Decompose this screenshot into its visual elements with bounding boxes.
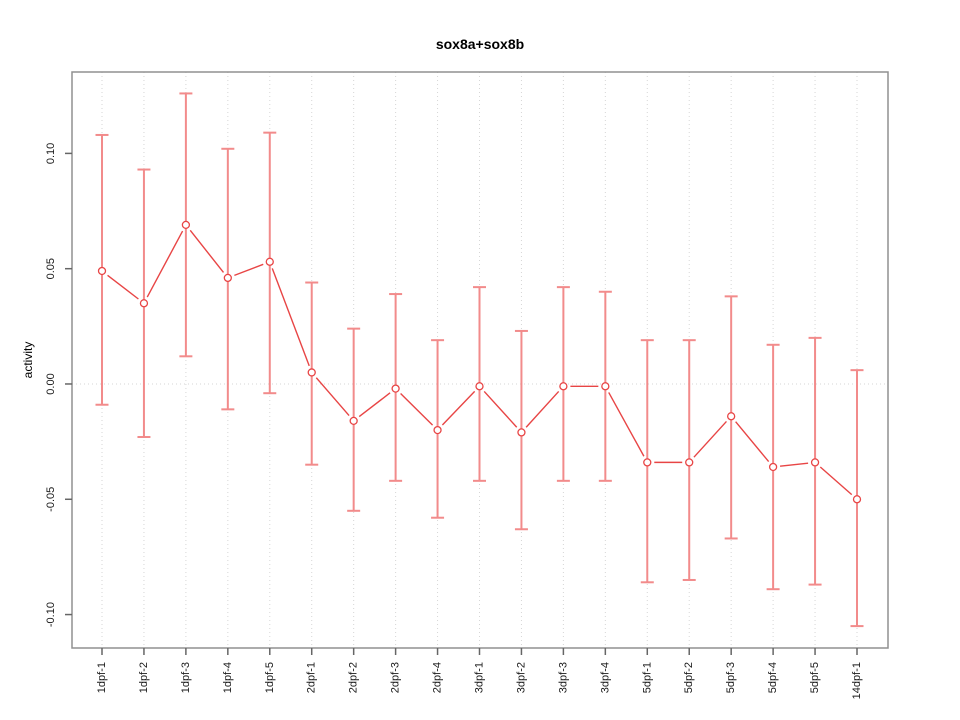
line-segment bbox=[735, 421, 770, 463]
y-axis: -0.10 -0.05 0.00 0.05 0.10 bbox=[45, 143, 72, 627]
y-tick-label: -0.10 bbox=[45, 602, 57, 627]
x-tick-label: 1dpf-4 bbox=[222, 662, 234, 693]
line-segment bbox=[271, 268, 310, 367]
data-point-marker bbox=[727, 412, 736, 421]
x-axis: 1dpf-1 1dpf-2 1dpf-3 1dpf-4 1dpf-5 2dpf-1 2dpf… bbox=[96, 648, 863, 699]
data-point-marker bbox=[517, 428, 526, 437]
y-tick-label: 0.05 bbox=[45, 258, 57, 279]
data-point-marker bbox=[139, 299, 149, 308]
data-point-marker bbox=[433, 425, 442, 435]
data-point-marker bbox=[475, 382, 484, 391]
line-segment bbox=[779, 462, 809, 467]
x-tick-label: 1dpf-5 bbox=[264, 662, 276, 693]
line-segment bbox=[315, 377, 350, 417]
line-segment bbox=[525, 390, 560, 428]
line-segment bbox=[189, 229, 225, 273]
y-tick-label: 0.10 bbox=[45, 143, 57, 164]
data-points bbox=[97, 220, 862, 504]
line-segment bbox=[358, 392, 391, 418]
x-tick-label: 5dpf-2 bbox=[683, 662, 695, 693]
x-tick-label: 3dpf-1 bbox=[474, 662, 486, 693]
data-point-marker bbox=[391, 384, 400, 393]
data-point-marker bbox=[181, 220, 191, 230]
line-segment bbox=[819, 466, 853, 496]
x-tick-label: 1dpf-2 bbox=[138, 662, 150, 693]
data-point-marker bbox=[349, 416, 358, 426]
data-point-marker bbox=[97, 266, 107, 276]
line-segment bbox=[146, 230, 184, 298]
line-segment bbox=[483, 390, 518, 428]
x-tick-label: 5dpf-5 bbox=[809, 662, 821, 693]
line-segment bbox=[400, 393, 434, 426]
error-bars bbox=[95, 92, 864, 628]
data-point-marker bbox=[601, 382, 610, 391]
data-point-marker bbox=[223, 273, 232, 283]
x-tick-label: 3dpf-4 bbox=[599, 662, 611, 693]
y-tick-label: -0.05 bbox=[45, 487, 57, 512]
x-tick-label: 2dpf-3 bbox=[390, 662, 402, 693]
x-tick-label: 2dpf-2 bbox=[348, 662, 360, 693]
series-line bbox=[107, 229, 853, 496]
x-tick-label: 5dpf-1 bbox=[641, 662, 653, 693]
data-point-marker bbox=[768, 462, 778, 472]
line-segment bbox=[107, 274, 139, 300]
chart-title: sox8a+sox8b bbox=[435, 36, 525, 52]
line-segment bbox=[441, 390, 476, 426]
data-point-marker bbox=[852, 495, 862, 504]
data-point-marker bbox=[685, 458, 694, 467]
x-tick-label: 2dpf-1 bbox=[306, 662, 318, 693]
data-point-marker bbox=[265, 257, 274, 266]
y-tick-label: 0.00 bbox=[45, 373, 57, 394]
x-tick-label: 2dpf-4 bbox=[432, 662, 444, 693]
x-tick-label: 14dpf-1 bbox=[851, 662, 863, 699]
data-point-marker bbox=[810, 458, 820, 467]
line-segment bbox=[234, 263, 264, 277]
line-segment bbox=[608, 392, 645, 457]
x-tick-label: 3dpf-2 bbox=[515, 662, 527, 693]
data-point-marker bbox=[559, 382, 568, 391]
data-point-marker bbox=[307, 368, 316, 377]
x-tick-label: 1dpf-1 bbox=[96, 662, 108, 693]
x-tick-label: 5dpf-4 bbox=[767, 662, 779, 693]
x-tick-label: 3dpf-3 bbox=[557, 662, 569, 693]
x-tick-label: 5dpf-3 bbox=[725, 662, 737, 693]
line-segment bbox=[693, 420, 727, 458]
data-point-marker bbox=[643, 458, 652, 467]
x-tick-label: 1dpf-3 bbox=[180, 662, 192, 693]
